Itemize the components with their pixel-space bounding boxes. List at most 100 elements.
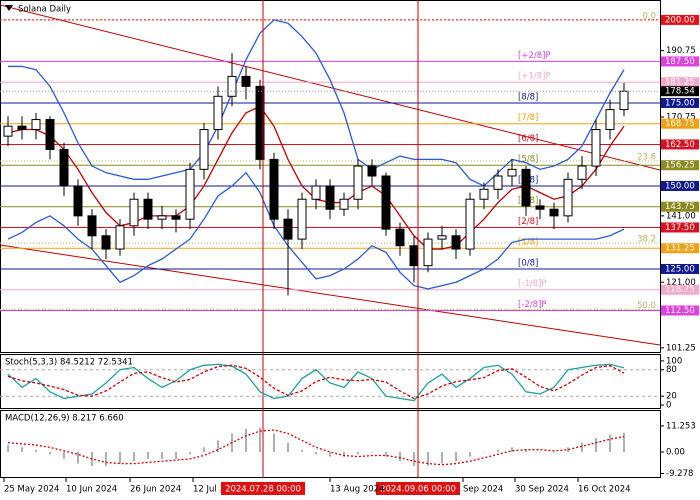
candle-body	[619, 90, 629, 111]
level-label: 143.75	[665, 202, 695, 212]
macd-bar	[399, 451, 401, 462]
candle-body	[367, 165, 377, 177]
fib-label: 38.2	[637, 235, 656, 245]
candle-body	[241, 75, 251, 87]
level-tag: [+1/8]P	[518, 72, 551, 82]
level-box	[661, 305, 699, 316]
candle-body	[311, 185, 321, 200]
level-label: 181.25	[665, 78, 695, 88]
y-tick-label: 190.75	[666, 46, 696, 56]
candle-body	[101, 235, 111, 250]
level-label: 200.00	[665, 15, 695, 25]
candle-body	[395, 228, 405, 247]
y-tick-label: 11.253	[666, 421, 696, 431]
x-tick-label: 26 Jun 2024	[130, 485, 181, 495]
level-label: 125.00	[665, 264, 695, 274]
macd-bar	[595, 438, 597, 452]
candle-body	[605, 109, 615, 131]
candle-body	[563, 178, 573, 217]
level-label: 162.50	[665, 140, 695, 150]
candle-body	[283, 218, 293, 240]
candle-body	[17, 125, 27, 131]
macd-bar	[539, 451, 541, 453]
macd-bar	[161, 451, 163, 459]
level-label: 187.50	[665, 57, 695, 67]
level-box	[661, 263, 699, 274]
macd-bar	[455, 451, 457, 462]
y-tick-label: 80	[666, 365, 677, 375]
level-box	[661, 77, 699, 88]
candle-body	[171, 215, 181, 220]
marker-box	[376, 482, 460, 495]
level-box	[661, 180, 699, 191]
y-tick-label: -9.278	[666, 469, 693, 479]
macd-bar	[287, 442, 289, 452]
macd-bar	[175, 451, 177, 459]
macd-bar	[483, 451, 485, 453]
candle-body	[31, 119, 41, 131]
chart-title: Solana Daily	[18, 5, 71, 15]
level-label: 112.50	[665, 306, 695, 316]
macd-bar	[49, 451, 51, 455]
stoch-title: Stoch(5,3,3) 84.5212 72.5341	[5, 358, 133, 368]
candle-body	[227, 75, 237, 97]
macd-bar	[609, 434, 611, 452]
fib-label: 23.6	[637, 153, 656, 163]
y-tick-label: 121.00	[666, 278, 696, 288]
x-tick-label: Sep 2024	[463, 485, 503, 495]
macd-bar	[497, 449, 499, 452]
macd-bar	[427, 451, 429, 466]
marker-label: 2024.09.06 00:00	[380, 485, 456, 495]
x-tick-label: 13 Aug 2024	[330, 485, 384, 495]
macd-title: MACD(12,26,9) 8.217 6.660	[5, 414, 124, 424]
fib-label: 50.0	[637, 301, 656, 311]
candle-body	[129, 198, 139, 227]
macd-bar	[273, 433, 275, 452]
candle-body	[507, 168, 517, 177]
main-panel	[0, 0, 661, 353]
candle-body	[269, 158, 279, 220]
y-tick-label: 170.75	[666, 113, 696, 123]
macd-bar	[343, 451, 345, 457]
macd-bar	[203, 447, 205, 452]
candle-body	[381, 175, 391, 230]
level-box	[661, 201, 699, 212]
macd-bar	[567, 447, 569, 452]
candle-body	[339, 198, 349, 210]
candle-body	[3, 125, 13, 137]
symbol-icon	[5, 5, 13, 11]
level-label: 131.25	[665, 244, 695, 254]
level-box	[661, 56, 699, 67]
candle-body	[577, 165, 587, 180]
macd-bar	[7, 445, 9, 452]
candle-body	[297, 198, 307, 240]
candle-body	[157, 215, 167, 220]
macd-bar	[553, 451, 555, 453]
candle-body	[549, 208, 559, 217]
macd-panel	[0, 410, 661, 478]
candle-body	[493, 175, 503, 190]
candle-body	[213, 95, 223, 131]
candle-body	[409, 245, 419, 267]
y-tick-label: 20	[666, 392, 677, 402]
level-tag: [1/8]	[518, 238, 538, 248]
candle-body	[73, 185, 83, 217]
macd-bar	[525, 449, 527, 452]
macd-bar	[329, 451, 331, 457]
candle-body	[423, 238, 433, 267]
macd-bar	[63, 451, 65, 459]
stoch-line	[7, 363, 625, 402]
macd-bar	[259, 427, 261, 452]
candle-body	[437, 235, 447, 240]
candle-body	[59, 148, 69, 187]
candle-body	[143, 198, 153, 220]
macd-bar	[623, 432, 625, 452]
candle-body	[185, 168, 195, 220]
candle-body	[591, 129, 601, 167]
last-price-box	[661, 86, 699, 97]
level-tag: [6/8]	[518, 134, 538, 144]
y-tick-label: 0.00	[666, 447, 685, 457]
level-tag: [8/8]	[518, 92, 538, 102]
level-tag: [7/8]	[518, 113, 538, 123]
